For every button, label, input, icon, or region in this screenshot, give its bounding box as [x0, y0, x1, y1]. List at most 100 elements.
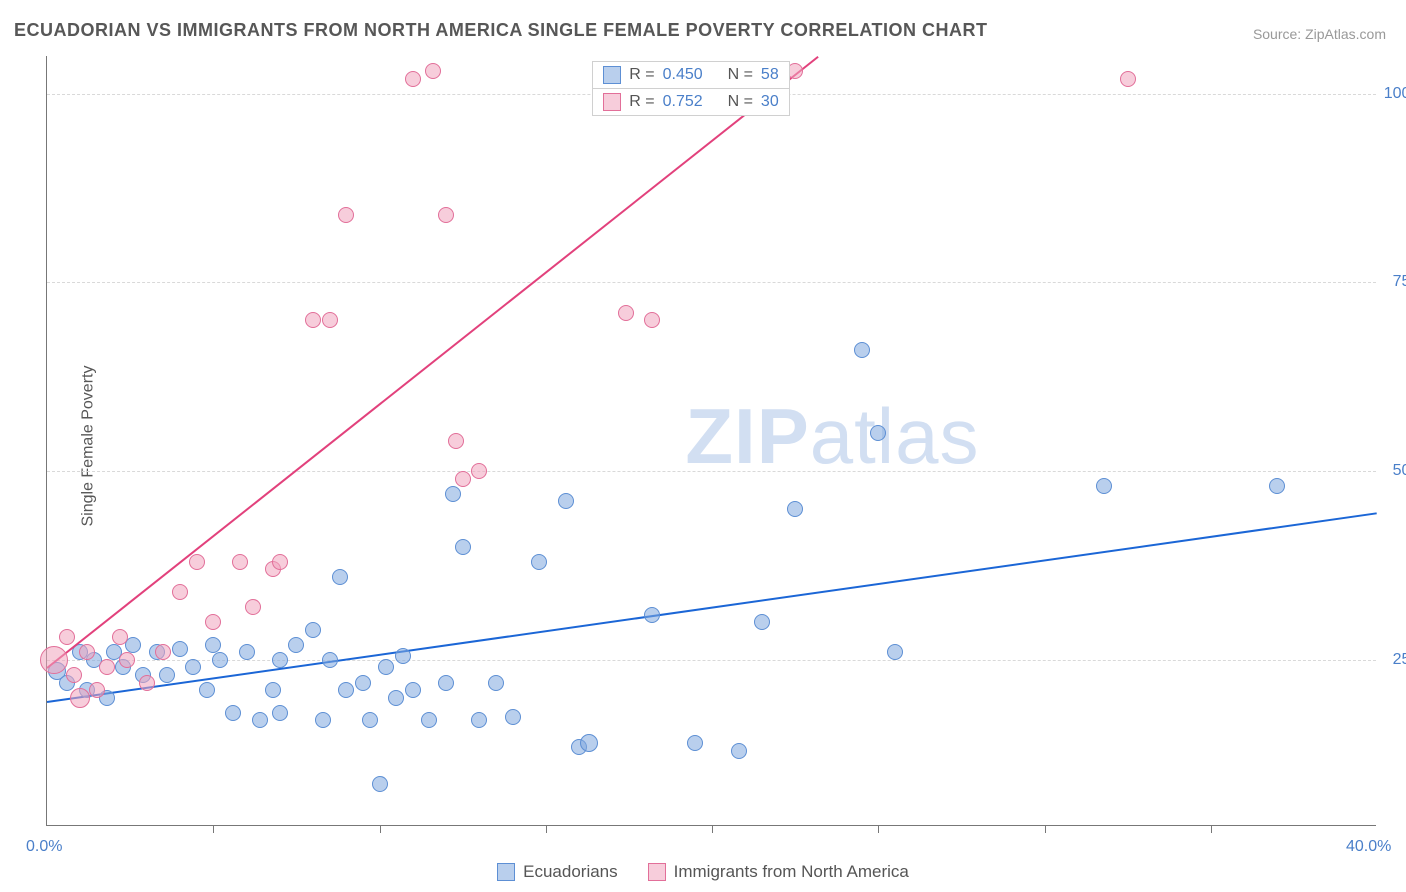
x-tick — [712, 825, 713, 833]
data-point — [322, 652, 338, 668]
legend-swatch — [603, 93, 621, 111]
legend-n-label: N = — [728, 66, 753, 84]
data-point — [395, 648, 411, 664]
data-point — [372, 776, 388, 792]
data-point — [378, 659, 394, 675]
data-point — [155, 644, 171, 660]
data-point — [189, 554, 205, 570]
source-label: Source: ZipAtlas.com — [1253, 26, 1386, 42]
data-point — [185, 659, 201, 675]
legend-stats-row: R = 0.450 N = 58 — [593, 62, 788, 89]
data-point — [272, 554, 288, 570]
data-point — [1096, 478, 1112, 494]
plot-area: ZIPatlas 25.0%50.0%75.0%100.0%R =0.450 N… — [46, 56, 1376, 826]
data-point — [1120, 71, 1136, 87]
data-point — [212, 652, 228, 668]
data-point — [159, 667, 175, 683]
data-point — [471, 463, 487, 479]
watermark: ZIPatlas — [685, 391, 979, 482]
data-point — [288, 637, 304, 653]
x-tick — [1211, 825, 1212, 833]
data-point — [89, 682, 105, 698]
legend-swatch — [497, 863, 515, 881]
data-point — [870, 425, 886, 441]
data-point — [172, 584, 188, 600]
data-point — [322, 312, 338, 328]
legend-r-label: R = — [629, 93, 654, 111]
data-point — [66, 667, 82, 683]
data-point — [315, 712, 331, 728]
bottom-legend: Ecuadorians Immigrants from North America — [0, 862, 1406, 882]
trendline-immigrants — [46, 56, 819, 669]
x-tick — [878, 825, 879, 833]
legend-stats-row: R = 0.752 N = 30 — [593, 89, 788, 115]
x-tick — [546, 825, 547, 833]
y-tick-label: 25.0% — [1393, 651, 1406, 669]
data-point — [405, 682, 421, 698]
data-point — [405, 71, 421, 87]
data-point — [239, 644, 255, 660]
legend-r-label: R = — [629, 66, 654, 84]
data-point — [558, 493, 574, 509]
data-point — [338, 682, 354, 698]
data-point — [644, 312, 660, 328]
chart-container: ECUADORIAN VS IMMIGRANTS FROM NORTH AMER… — [0, 0, 1406, 892]
data-point — [488, 675, 504, 691]
data-point — [252, 712, 268, 728]
data-point — [687, 735, 703, 751]
watermark-atlas: atlas — [810, 392, 980, 480]
data-point — [580, 734, 598, 752]
data-point — [305, 622, 321, 638]
legend-n-label: N = — [728, 93, 753, 111]
legend-n-value: 30 — [761, 93, 779, 111]
data-point — [245, 599, 261, 615]
data-point — [59, 629, 75, 645]
gridline-h — [47, 282, 1376, 283]
data-point — [232, 554, 248, 570]
data-point — [272, 705, 288, 721]
y-tick-label: 75.0% — [1393, 273, 1406, 291]
data-point — [338, 207, 354, 223]
data-point — [505, 709, 521, 725]
data-point — [388, 690, 404, 706]
x-tick — [213, 825, 214, 833]
bottom-legend-item: Ecuadorians — [497, 862, 618, 882]
data-point — [99, 659, 115, 675]
data-point — [112, 629, 128, 645]
data-point — [618, 305, 634, 321]
data-point — [754, 614, 770, 630]
x-tick-label: 0.0% — [26, 838, 62, 856]
data-point — [854, 342, 870, 358]
data-point — [172, 641, 188, 657]
data-point — [362, 712, 378, 728]
data-point — [471, 712, 487, 728]
data-point — [305, 312, 321, 328]
legend-swatch — [648, 863, 666, 881]
data-point — [731, 743, 747, 759]
legend-stats: R = 0.450 N = 58 R = 0.752 N = 30 — [592, 61, 789, 116]
legend-r-value: 0.450 — [663, 66, 703, 84]
data-point — [455, 539, 471, 555]
legend-label: Immigrants from North America — [674, 862, 909, 882]
data-point — [70, 688, 90, 708]
data-point — [438, 207, 454, 223]
y-tick-label: 50.0% — [1393, 462, 1406, 480]
legend-r-value: 0.752 — [663, 93, 703, 111]
data-point — [438, 675, 454, 691]
data-point — [421, 712, 437, 728]
data-point — [1269, 478, 1285, 494]
watermark-zip: ZIP — [685, 392, 809, 480]
data-point — [332, 569, 348, 585]
legend-n-value: 58 — [761, 66, 779, 84]
data-point — [787, 501, 803, 517]
data-point — [448, 433, 464, 449]
legend-swatch — [603, 66, 621, 84]
data-point — [531, 554, 547, 570]
data-point — [205, 614, 221, 630]
x-tick — [380, 825, 381, 833]
data-point — [425, 63, 441, 79]
data-point — [139, 675, 155, 691]
data-point — [887, 644, 903, 660]
bottom-legend-item: Immigrants from North America — [648, 862, 909, 882]
legend-label: Ecuadorians — [523, 862, 618, 882]
